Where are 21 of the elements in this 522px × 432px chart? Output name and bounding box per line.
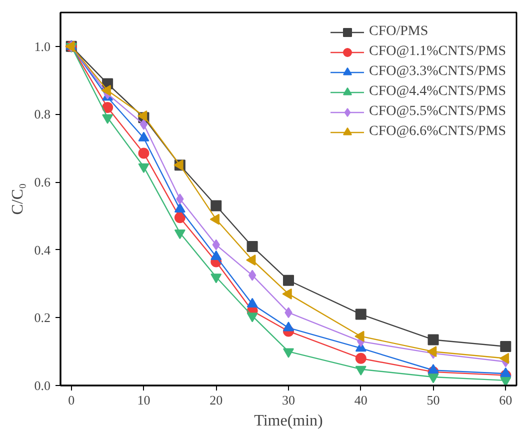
y-tick-label: 0.4 (34, 242, 51, 258)
x-tick-label: 10 (137, 392, 150, 408)
x-tick-label: 60 (499, 392, 512, 408)
y-axis-title: C/C₀ (9, 183, 26, 215)
y-tick-label: 0.0 (34, 378, 50, 393)
legend-label: CFO@3.3%CNTS/PMS (369, 64, 506, 80)
y-tick-label: 1.0 (34, 38, 50, 54)
legend-label: CFO@4.4%CNTS/PMS (369, 84, 506, 100)
x-tick-label: 0 (68, 392, 75, 408)
legend-label: CFO/PMS (369, 24, 428, 40)
x-tick-label: 40 (354, 392, 368, 408)
y-tick-label: 0.6 (34, 174, 51, 190)
x-axis-title: Time(min) (254, 412, 323, 430)
x-tick-label: 20 (210, 392, 223, 408)
legend-label: CFO@1.1%CNTS/PMS (369, 44, 506, 60)
legend-label: CFO@5.5%CNTS/PMS (369, 104, 506, 120)
y-tick-label: 0.2 (34, 310, 50, 326)
y-tick-label: 0.8 (34, 106, 50, 122)
x-tick-label: 30 (282, 392, 295, 408)
legend-label: CFO@6.6%CNTS/PMS (369, 124, 506, 140)
x-tick-label: 50 (426, 392, 440, 408)
